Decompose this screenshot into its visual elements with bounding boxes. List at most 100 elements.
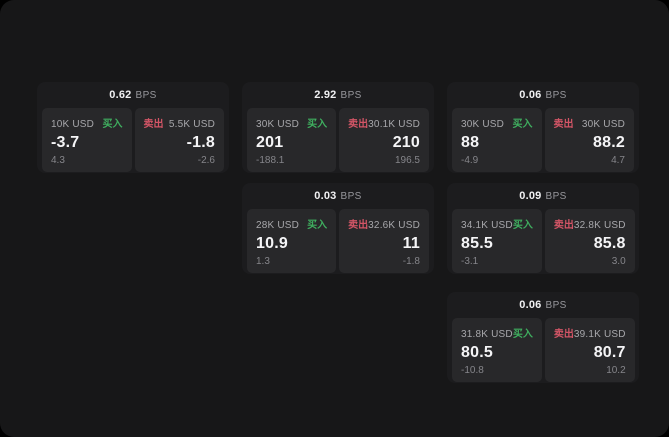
buy-tile-top: 30K USD 买入 — [256, 115, 327, 130]
buy-change: -3.1 — [461, 256, 479, 267]
sell-tile[interactable]: 卖出 30.1K USD 210 196.5 — [339, 108, 429, 172]
sell-amount: 39.1K USD — [573, 329, 626, 340]
sell-change: -1.8 — [402, 256, 420, 267]
buy-amount: 30K USD — [461, 119, 505, 130]
bps-value: 0.06 — [519, 89, 542, 101]
buy-side-label: 买入 — [307, 119, 328, 130]
sell-price: 85.8 — [593, 234, 626, 252]
sell-price: 210 — [392, 133, 420, 151]
card-header: 0.06 BPS — [452, 299, 634, 315]
sell-change: 3.0 — [611, 256, 626, 267]
buy-price: 88 — [461, 133, 480, 151]
bps-value: 0.06 — [519, 299, 542, 311]
buy-tile[interactable]: 28K USD 买入 10.9 1.3 — [247, 209, 337, 273]
tiles-row: 30K USD 买入 88 -4.9 卖出 30K USD 88.2 4.7 — [452, 108, 634, 172]
buy-amount: 30K USD — [256, 119, 300, 130]
sell-price: -1.8 — [186, 133, 215, 151]
sell-change: 196.5 — [394, 155, 420, 166]
sell-tile[interactable]: 卖出 30K USD 88.2 4.7 — [544, 108, 634, 172]
buy-tile[interactable]: 34.1K USD 买入 85.5 -3.1 — [452, 209, 542, 273]
quote-card: 0.06 BPS 31.8K USD 买入 80.5 -10.8 卖出 39.1… — [447, 292, 639, 383]
card-header: 0.09 BPS — [452, 190, 634, 206]
buy-change: -188.1 — [256, 155, 285, 166]
sell-change: 4.7 — [611, 155, 625, 166]
bps-unit-label: BPS — [545, 90, 567, 101]
sell-side-label: 卖出 — [348, 119, 369, 130]
sell-tile-top: 卖出 32.8K USD — [554, 216, 626, 231]
buy-price: 201 — [256, 133, 284, 151]
bps-value: 0.62 — [109, 89, 132, 101]
bps-value: 2.92 — [314, 89, 337, 101]
sell-price: 11 — [402, 234, 420, 252]
quote-card: 0.62 BPS 10K USD 买入 -3.7 4.3 卖出 5.5K USD… — [37, 82, 229, 173]
tiles-row: 34.1K USD 买入 85.5 -3.1 卖出 32.8K USD 85.8… — [452, 209, 635, 273]
sell-side-label: 卖出 — [553, 220, 574, 231]
buy-side-label: 买入 — [307, 220, 328, 231]
quote-card: 0.03 BPS 28K USD 买入 10.9 1.3 卖出 32.6K US… — [242, 183, 434, 274]
sell-tile-top: 卖出 30K USD — [554, 115, 626, 130]
sell-side-label: 卖出 — [553, 329, 574, 340]
sell-tile-top: 卖出 5.5K USD — [144, 115, 216, 130]
sell-side-label: 卖出 — [348, 220, 369, 231]
buy-amount: 10K USD — [51, 119, 95, 130]
quote-card: 0.09 BPS 34.1K USD 买入 85.5 -3.1 卖出 32.8K… — [447, 183, 639, 274]
buy-tile[interactable]: 30K USD 买入 201 -188.1 — [247, 108, 337, 172]
buy-tile-top: 30K USD 买入 — [461, 115, 533, 130]
sell-side-label: 卖出 — [553, 119, 574, 130]
buy-tile[interactable]: 31.8K USD 买入 80.5 -10.8 — [452, 318, 542, 382]
buy-change: 1.3 — [256, 256, 270, 267]
sell-amount: 5.5K USD — [168, 119, 215, 130]
card-header: 0.06 BPS — [452, 89, 634, 105]
buy-change: -4.9 — [461, 155, 479, 166]
buy-amount: 28K USD — [256, 220, 300, 231]
bps-unit-label: BPS — [545, 300, 567, 311]
bps-value: 0.03 — [314, 190, 337, 202]
tiles-row: 28K USD 买入 10.9 1.3 卖出 32.6K USD 11 -1.8 — [247, 209, 429, 273]
quote-card: 2.92 BPS 30K USD 买入 201 -188.1 卖出 30.1K … — [242, 82, 434, 173]
bps-unit-label: BPS — [545, 191, 567, 202]
buy-tile-top: 28K USD 买入 — [256, 216, 327, 231]
buy-change: 4.3 — [51, 155, 65, 166]
sell-tile-top: 卖出 39.1K USD — [554, 325, 626, 340]
card-header: 0.03 BPS — [247, 190, 429, 206]
sell-tile[interactable]: 卖出 32.8K USD 85.8 3.0 — [544, 209, 635, 273]
bps-unit-label: BPS — [340, 90, 362, 101]
sell-amount: 30.1K USD — [368, 119, 420, 130]
buy-tile[interactable]: 10K USD 买入 -3.7 4.3 — [42, 108, 132, 172]
sell-amount: 30K USD — [581, 119, 625, 130]
sell-tile[interactable]: 卖出 32.6K USD 11 -1.8 — [339, 209, 429, 273]
sell-amount: 32.6K USD — [368, 220, 420, 231]
tiles-row: 30K USD 买入 201 -188.1 卖出 30.1K USD 210 1… — [247, 108, 429, 172]
sell-price: 80.7 — [593, 343, 626, 361]
sell-tile-top: 卖出 32.6K USD — [348, 216, 420, 231]
buy-tile[interactable]: 30K USD 买入 88 -4.9 — [452, 108, 542, 172]
buy-side-label: 买入 — [512, 329, 533, 340]
sell-tile-top: 卖出 30.1K USD — [348, 115, 420, 130]
buy-price: 80.5 — [461, 343, 493, 361]
bps-unit-label: BPS — [135, 90, 157, 101]
buy-tile-top: 31.8K USD 买入 — [461, 325, 533, 340]
buy-side-label: 买入 — [102, 119, 123, 130]
buy-tile-top: 10K USD 买入 — [51, 115, 123, 130]
buy-tile-top: 34.1K USD 买入 — [461, 216, 533, 231]
buy-price: 10.9 — [256, 234, 288, 252]
sell-tile[interactable]: 卖出 39.1K USD 80.7 10.2 — [544, 318, 635, 382]
sell-side-label: 卖出 — [143, 119, 164, 130]
buy-price: -3.7 — [51, 133, 80, 151]
sell-tile[interactable]: 卖出 5.5K USD -1.8 -2.6 — [134, 108, 224, 172]
tiles-row: 10K USD 买入 -3.7 4.3 卖出 5.5K USD -1.8 -2.… — [42, 108, 224, 172]
card-header: 0.62 BPS — [42, 89, 224, 105]
sell-amount: 32.8K USD — [573, 220, 626, 231]
quote-card: 0.06 BPS 30K USD 买入 88 -4.9 卖出 30K USD 8… — [447, 82, 639, 173]
bps-unit-label: BPS — [340, 191, 362, 202]
buy-price: 85.5 — [461, 234, 493, 252]
buy-side-label: 买入 — [512, 119, 533, 130]
buy-amount: 34.1K USD — [461, 220, 513, 231]
tiles-row: 31.8K USD 买入 80.5 -10.8 卖出 39.1K USD 80.… — [452, 318, 635, 382]
buy-side-label: 买入 — [512, 220, 533, 231]
buy-change: -10.8 — [461, 365, 484, 376]
sell-change: 10.2 — [606, 365, 626, 376]
bps-value: 0.09 — [519, 190, 542, 202]
card-header: 2.92 BPS — [247, 89, 429, 105]
